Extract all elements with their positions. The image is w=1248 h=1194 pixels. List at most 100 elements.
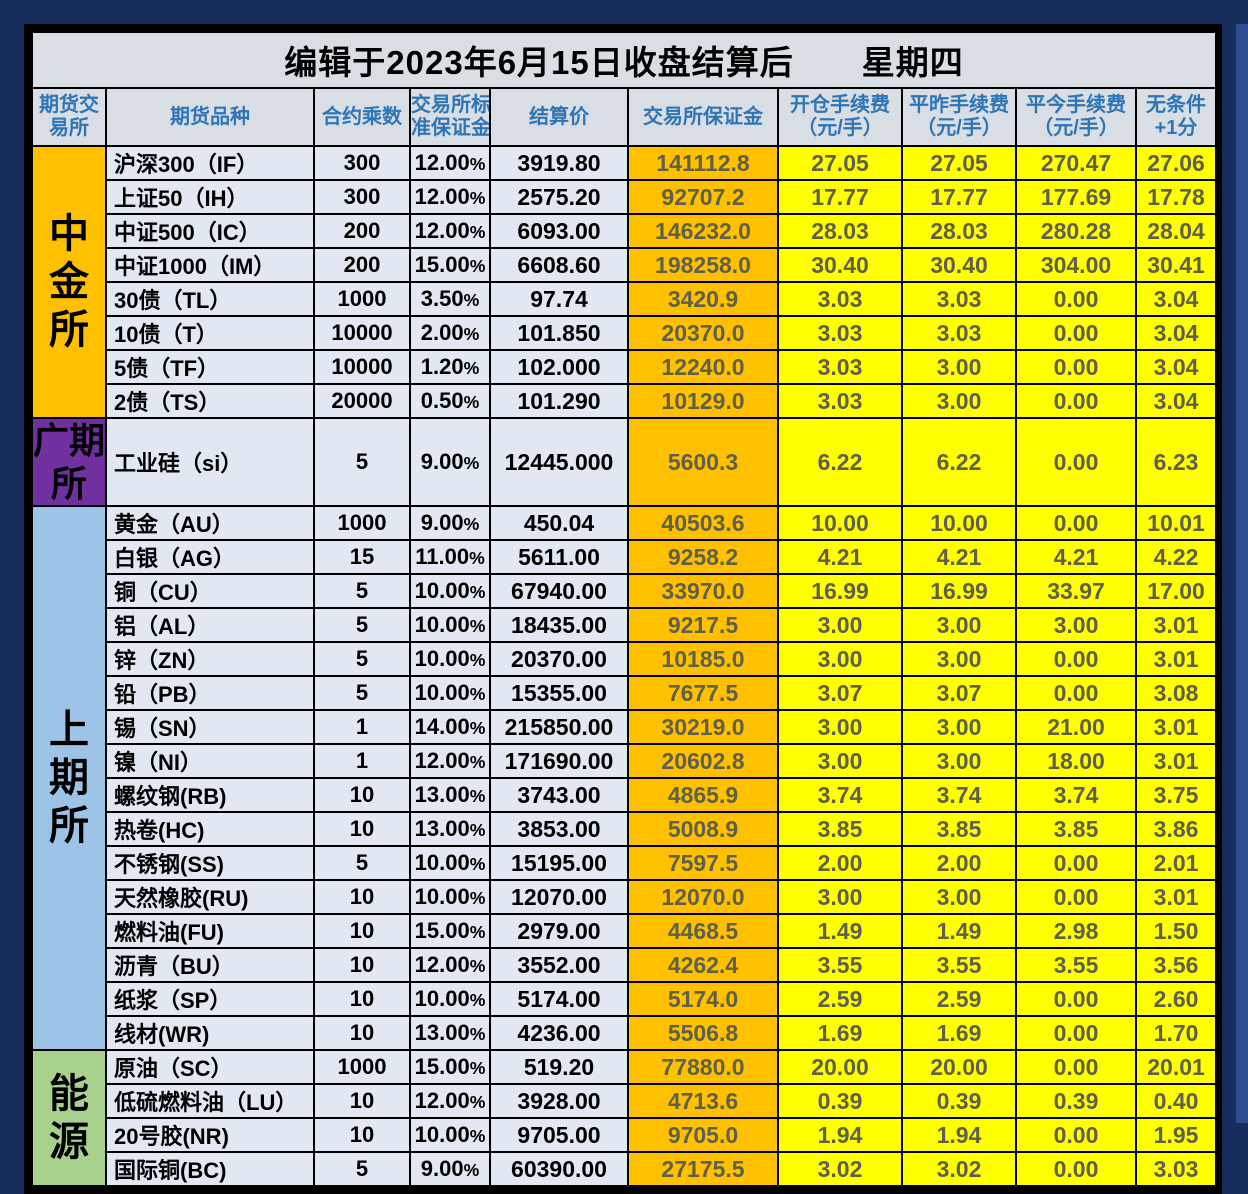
column-header-line: +1分 [1154,117,1198,139]
exchange-margin-cell: 9705.0 [627,1117,779,1154]
product-name-cell: 天然橡胶(RU) [105,879,315,916]
margin-rate-cell: 9.00% [409,1151,491,1188]
settlement-price-cell: 2979.00 [489,913,629,950]
settlement-price-cell: 3853.00 [489,811,629,848]
exchange-group-label-line: 源 [49,1120,89,1165]
close-today-fee-cell: 0.39 [1015,1083,1137,1120]
close-today-fee-cell: 304.00 [1015,247,1137,283]
column-header-settlement-price: 结算价 [489,87,629,147]
column-header-line: 无条件 [1146,94,1207,116]
close-today-fee-cell: 2.98 [1015,913,1137,950]
multiplier-cell: 1000 [313,1049,411,1086]
close-today-fee-cell: 0.00 [1015,383,1137,419]
open-fee-cell: 1.69 [777,1015,903,1052]
multiplier-cell: 10 [313,981,411,1018]
exchange-margin-cell: 3420.9 [627,281,779,317]
exchange-margin-cell: 9217.5 [627,607,779,644]
exchange-group-label-line: 中 [49,212,89,256]
settlement-price-cell: 20370.00 [489,641,629,678]
table-row: 不锈钢(SS) 5 10.00% 15195.00 7597.5 2.00 2.00 0.00… [32,845,1218,882]
exchange-margin-cell: 5174.0 [627,981,779,1018]
exchange-margin-cell: 10185.0 [627,641,779,678]
open-fee-cell: 28.03 [777,213,903,249]
plus-one-cent-cell: 2.01 [1134,845,1218,882]
margin-rate-cell: 12.00% [409,213,491,249]
close-yesterday-fee-cell: 3.00 [901,641,1017,678]
product-name-cell: 热卷(HC) [105,811,315,848]
open-fee-cell: 17.77 [777,179,903,215]
close-today-fee-cell: 3.00 [1015,607,1137,644]
multiplier-cell: 5 [313,675,411,712]
open-fee-cell: 3.00 [777,641,903,678]
exchange-group-cell: 能源 [31,1049,107,1188]
column-header-line: 开仓手续费 [790,94,890,116]
product-name-cell: 10债（T） [105,315,315,351]
open-fee-cell: 3.00 [777,709,903,746]
open-fee-cell: 27.05 [777,145,903,181]
close-today-fee-cell: 18.00 [1015,743,1137,780]
close-today-fee-cell: 0.00 [1015,1151,1137,1188]
multiplier-cell: 1 [313,709,411,746]
exchange-margin-cell: 198258.0 [627,247,779,283]
margin-rate-cell: 10.00% [409,879,491,916]
product-name-cell: 低硫燃料油（LU） [105,1083,315,1120]
plus-one-cent-cell: 3.86 [1134,811,1218,848]
multiplier-cell: 300 [313,145,411,181]
multiplier-cell: 200 [313,247,411,283]
settlement-price-cell: 3919.80 [489,145,629,181]
percent-sign: % [469,922,486,943]
close-today-fee-cell: 0.00 [1015,845,1137,882]
settlement-price-cell: 2575.20 [489,179,629,215]
percent-sign: % [469,820,486,841]
close-today-fee-cell: 0.00 [1015,675,1137,712]
exchange-group-label-line: 所 [49,308,89,352]
margin-rate-cell: 13.00% [409,777,491,814]
close-yesterday-fee-cell: 0.39 [901,1083,1017,1120]
open-fee-cell: 3.07 [777,675,903,712]
exchange-margin-cell: 33970.0 [627,573,779,610]
close-yesterday-fee-cell: 3.00 [901,607,1017,644]
column-header-open-fee: 开仓手续费 （元/手） [777,87,903,147]
close-today-fee-cell: 0.00 [1015,1117,1137,1154]
table-row: 锌（ZN） 5 10.00% 20370.00 10185.0 3.00 3.00 0.00 3… [32,641,1218,678]
margin-rate-cell: 10.00% [409,1117,491,1154]
product-name-cell: 20号胶(NR) [105,1117,315,1154]
close-today-fee-cell: 0.00 [1015,505,1137,542]
exchange-group-cell: 广期所 [31,416,107,508]
table-row: 中证500（IC） 200 12.00% 6093.00 146232.0 28.03 28… [32,213,1218,249]
plus-one-cent-cell: 3.01 [1134,743,1218,780]
column-header-line: 期货交 [39,94,99,116]
open-fee-cell: 0.39 [777,1083,903,1120]
product-name-cell: 不锈钢(SS) [105,845,315,882]
percent-sign: % [469,256,486,276]
margin-rate-cell: 15.00% [409,913,491,950]
close-yesterday-fee-cell: 3.07 [901,675,1017,712]
percent-sign: % [469,548,485,569]
exchange-group-label-line: 金 [49,260,89,304]
close-yesterday-fee-cell: 10.00 [901,505,1017,542]
column-header-std-margin-rate: 交易所标 准保证金 [409,87,491,147]
margin-rate-cell: 11.00% [409,539,491,576]
exchange-margin-cell: 77880.0 [627,1049,779,1086]
open-fee-cell: 3.55 [777,947,903,984]
title-row: 编辑于2023年6月15日收盘结算后 星期四 [30,31,1218,89]
plus-one-cent-cell: 3.56 [1134,947,1218,984]
percent-sign: % [469,154,486,174]
settlement-price-cell: 101.290 [489,383,629,419]
table-row: 5债（TF） 10000 1.20% 102.000 12240.0 3.03 3.00 0.… [32,349,1218,385]
plus-one-cent-cell: 6.23 [1134,416,1218,508]
product-name-cell: 国际铜(BC) [105,1151,315,1188]
product-name-cell: 纸浆（SP） [105,981,315,1018]
exchange-margin-cell: 12240.0 [627,349,779,385]
open-fee-cell: 16.99 [777,573,903,610]
close-yesterday-fee-cell: 3.03 [901,281,1017,317]
settlement-price-cell: 4236.00 [489,1015,629,1052]
exchange-margin-cell: 92707.2 [627,179,779,215]
exchange-margin-cell: 7597.5 [627,845,779,882]
exchange-group-label-line: 广期 [33,420,106,461]
close-today-fee-cell: 177.69 [1015,179,1137,215]
percent-sign: % [469,222,486,242]
margin-rate-cell: 12.00% [409,179,491,215]
close-yesterday-fee-cell: 6.22 [901,416,1017,508]
settlement-price-cell: 97.74 [489,281,629,317]
